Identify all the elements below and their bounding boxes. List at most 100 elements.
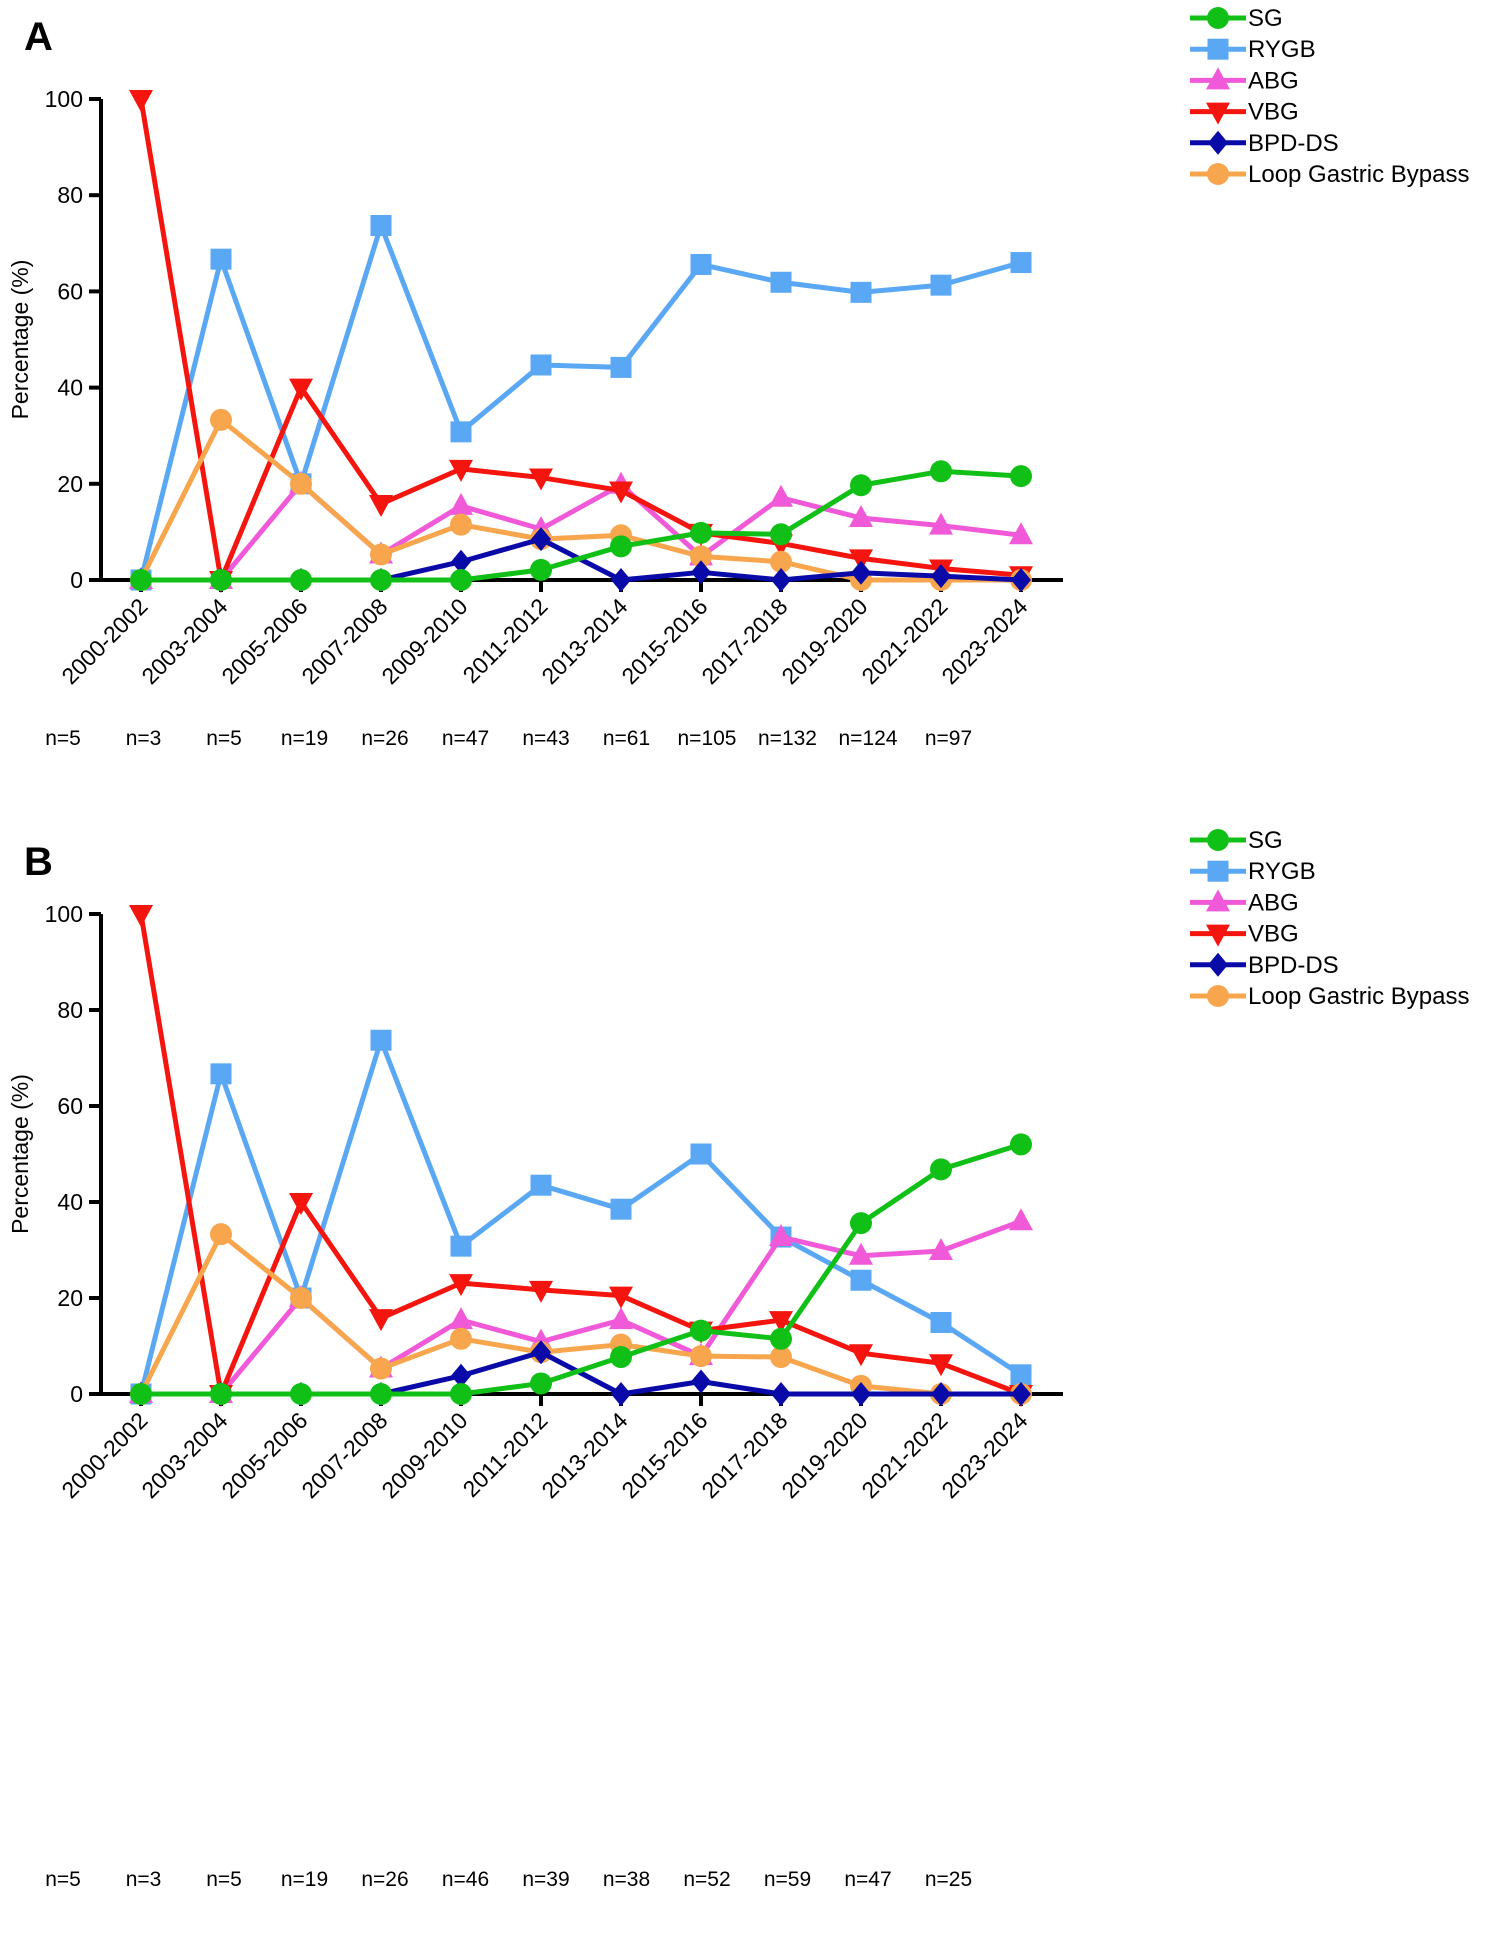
data-point (850, 1212, 872, 1235)
data-point (129, 90, 153, 112)
data-point (530, 1372, 552, 1395)
x-tick-label: 2013-2014 (536, 593, 632, 689)
x-tick-label: 2015-2016 (616, 593, 712, 689)
x-tick-label: 2000-2002 (56, 593, 152, 689)
legend-marker (1207, 38, 1229, 60)
data-point (1011, 568, 1031, 592)
series-loop-gastric-bypass (130, 1223, 1032, 1405)
data-point (451, 1363, 471, 1388)
data-point (849, 549, 873, 572)
data-point (1009, 522, 1033, 545)
data-point (1010, 465, 1032, 488)
data-point (210, 408, 232, 431)
legend-item: BPD-DS (1190, 130, 1339, 157)
data-point (370, 543, 392, 566)
data-point (930, 1158, 952, 1181)
sample-size-label: n=132 (758, 727, 817, 750)
legend-label: BPD-DS (1248, 952, 1339, 979)
data-point (691, 560, 711, 585)
data-point (931, 564, 951, 589)
data-point (850, 474, 872, 497)
data-point (610, 535, 632, 558)
sample-size-label: n=5 (45, 1868, 81, 1891)
y-tick-label: 60 (57, 1093, 83, 1119)
sample-size-label: n=26 (361, 727, 408, 750)
data-point (770, 1327, 792, 1350)
y-tick-label: 0 (70, 567, 83, 593)
data-point (451, 549, 471, 574)
data-point (770, 1346, 792, 1369)
sample-size-label: n=105 (678, 727, 737, 750)
x-tick-label: 2003-2004 (136, 593, 232, 689)
legend-item: ABG (1190, 67, 1299, 94)
sample-size-label: n=3 (126, 727, 162, 750)
data-point (770, 550, 792, 573)
series-abg (129, 470, 1033, 589)
data-point (930, 460, 952, 483)
y-tick-label: 80 (57, 997, 83, 1023)
data-point (290, 569, 312, 591)
legend-label: RYGB (1248, 36, 1316, 63)
data-point (370, 215, 392, 237)
data-point (931, 1382, 951, 1406)
data-point (849, 1344, 873, 1367)
panel-a: A 0 20 40 60 80 100 Percentage (%) 2000-20022003… (7, 5, 1469, 750)
data-point (849, 1242, 873, 1265)
data-point (289, 1193, 313, 1215)
legend-label: SG (1248, 5, 1283, 32)
x-tick-label: 2017-2018 (696, 593, 792, 689)
series-sg (130, 460, 1032, 591)
data-point (210, 1223, 232, 1246)
data-point (449, 459, 473, 482)
data-point (369, 495, 393, 518)
legend-label: RYGB (1248, 858, 1316, 885)
data-point (609, 481, 633, 504)
data-point (210, 248, 232, 270)
panel-letter: A (24, 15, 53, 59)
data-point (770, 271, 792, 293)
y-tick-label: 100 (45, 86, 83, 112)
data-point (851, 560, 871, 585)
legend-marker (1206, 67, 1230, 90)
data-point (769, 484, 793, 507)
data-point (289, 378, 313, 401)
x-tick-label: 2019-2020 (776, 1407, 872, 1503)
data-point (370, 569, 392, 591)
data-point (129, 905, 153, 927)
x-tick-label: 2023-2024 (936, 593, 1032, 689)
data-point (530, 1174, 552, 1196)
data-point (611, 1382, 631, 1406)
x-tick-label: 2009-2010 (376, 1407, 472, 1503)
panel-b: B 0 20 40 60 80 100 Percentage (%) 2000-20022003… (7, 827, 1469, 1891)
data-point (210, 1063, 232, 1085)
data-point (529, 468, 553, 491)
sample-size-label: n=59 (764, 1868, 811, 1891)
x-tick-label: 2007-2008 (296, 1407, 392, 1503)
legend-marker (1207, 860, 1229, 882)
legend-item: SG (1190, 827, 1283, 854)
data-point (769, 1224, 793, 1247)
data-point (450, 513, 472, 536)
data-point (531, 527, 551, 552)
legend-item: Loop Gastric Bypass (1190, 161, 1469, 188)
data-point (610, 1198, 632, 1220)
data-point (370, 1357, 392, 1380)
sample-size-label: n=97 (925, 727, 972, 750)
x-tick-label: 2021-2022 (856, 593, 952, 689)
y-tick-label: 0 (70, 1381, 83, 1407)
x-tick-label: 2021-2022 (856, 1407, 952, 1503)
y-tick-label: 80 (57, 182, 83, 208)
series-line (138, 417, 1021, 583)
data-point (290, 1383, 312, 1405)
data-point (529, 1280, 553, 1303)
y-tick-label: 20 (57, 471, 83, 497)
legend: SG RYGB ABG VBG BPD-DS Loop Gastric Bypass (1190, 5, 1469, 188)
data-point (449, 1307, 473, 1330)
data-point (370, 1029, 392, 1051)
series-line (141, 468, 1022, 583)
data-point (369, 1309, 393, 1332)
data-point (1010, 1133, 1032, 1156)
data-point (609, 1286, 633, 1309)
data-point (610, 1346, 632, 1369)
legend-item: BPD-DS (1190, 952, 1339, 979)
